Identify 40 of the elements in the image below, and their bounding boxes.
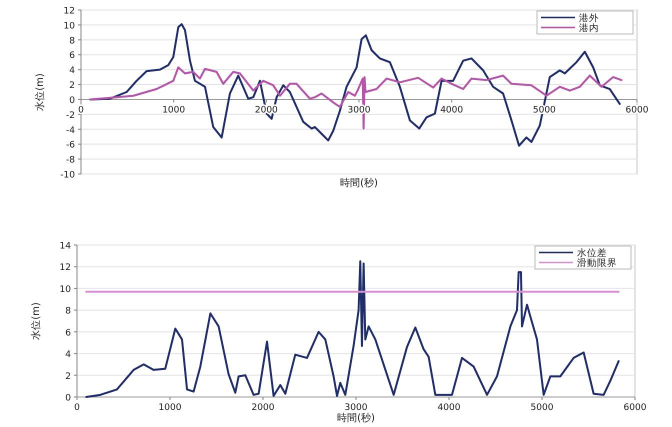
y-tick-label: -2 — [66, 110, 75, 121]
legend-label: 滑動限界 — [577, 257, 617, 269]
y-axis-title: 水位(m) — [34, 73, 46, 111]
legend-label: 港外 — [579, 12, 599, 24]
y-tick-label: 14 — [60, 242, 72, 252]
y-tick-label: 10 — [64, 21, 76, 32]
y-tick-label: 12 — [60, 263, 71, 274]
y-tick-label: 6 — [65, 328, 72, 338]
x-tick-label: 1000 — [162, 105, 186, 116]
y-tick-label: 8 — [69, 36, 76, 46]
line-series — [85, 260, 620, 398]
y-tick-label: 10 — [60, 284, 72, 295]
legend-label: 港内 — [579, 22, 599, 34]
legend-label: 水位差 — [577, 247, 607, 259]
y-tick-label: 0 — [69, 96, 76, 106]
x-tick-label: 5000 — [530, 403, 554, 413]
y-tick-label: 4 — [65, 350, 72, 360]
x-tick-label: 4000 — [440, 105, 464, 116]
x-axis-title: 時間(秒) — [340, 177, 378, 189]
line-series — [89, 66, 622, 130]
y-tick-label: -10 — [60, 170, 76, 180]
x-axis-title: 時間(秒) — [337, 412, 375, 424]
y-axis-title: 水位(m) — [30, 302, 42, 340]
x-tick-label: 6000 — [626, 105, 649, 116]
y-tick-label: 12 — [64, 6, 75, 16]
y-tick-label: -6 — [66, 140, 76, 151]
y-tick-label: 4 — [69, 66, 76, 76]
y-tick-label: -4 — [66, 126, 76, 136]
x-tick-label: 6000 — [624, 403, 647, 413]
y-tick-label: 2 — [65, 372, 71, 382]
y-tick-label: 8 — [65, 306, 72, 317]
y-tick-label: 0 — [65, 394, 72, 404]
x-tick-label: 1000 — [158, 403, 182, 413]
x-tick-label: 0 — [78, 105, 84, 116]
x-tick-label: 2000 — [252, 403, 275, 413]
x-tick-label: 4000 — [438, 403, 461, 413]
y-tick-label: -8 — [66, 156, 76, 166]
y-tick-label: 2 — [69, 81, 75, 92]
x-tick-label: 3000 — [344, 403, 368, 413]
y-tick-label: 6 — [69, 51, 76, 62]
